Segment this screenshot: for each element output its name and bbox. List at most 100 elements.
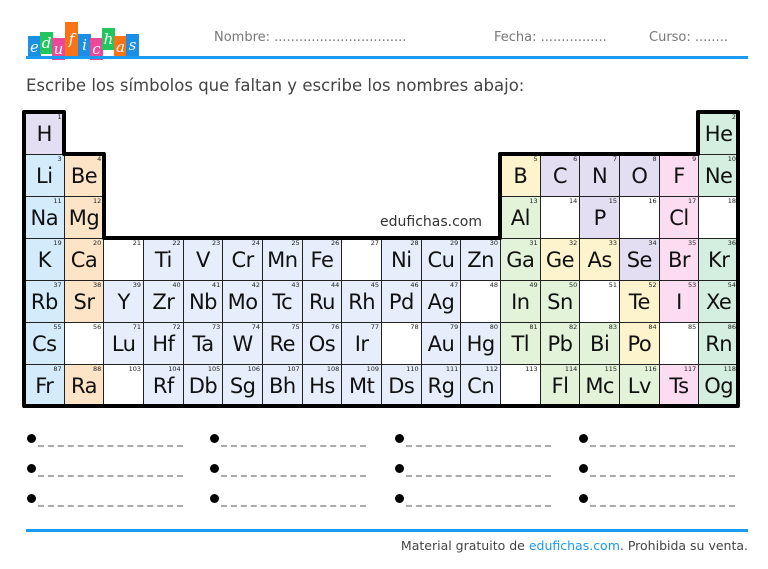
atomic-number: 107	[287, 365, 300, 373]
element-cell: 4 Be	[63, 154, 105, 197]
bullet-icon	[210, 464, 219, 473]
element-cell: 108 Hs	[301, 364, 343, 407]
element-symbol: Cl	[669, 206, 689, 230]
atomic-number: 36	[727, 239, 736, 247]
answer-line[interactable]	[579, 464, 735, 477]
atomic-number: 14	[569, 197, 578, 205]
answer-line[interactable]	[395, 464, 551, 477]
atomic-number: 30	[489, 239, 498, 247]
answer-line[interactable]	[210, 464, 366, 477]
element-symbol: Ca	[70, 248, 98, 272]
dashed-line[interactable]	[590, 475, 735, 477]
element-symbol: Au	[427, 332, 455, 356]
logo-letter: i	[78, 34, 91, 56]
element-symbol: Fr	[35, 374, 54, 398]
answer-line[interactable]	[27, 494, 183, 507]
answer-line[interactable]	[395, 434, 551, 447]
atomic-number: 3	[57, 155, 62, 163]
atomic-number: 10	[727, 155, 736, 163]
dashed-line[interactable]	[221, 445, 366, 447]
footer-link[interactable]: edufichas.com	[528, 538, 620, 553]
atomic-number: 25	[291, 239, 300, 247]
element-cell: 110 Ds	[381, 364, 422, 407]
answer-line[interactable]	[210, 434, 366, 447]
dashed-line[interactable]	[406, 475, 551, 477]
atomic-number: 115	[604, 365, 617, 373]
element-symbol: Ra	[70, 374, 97, 398]
fecha-field[interactable]: Fecha: ................	[494, 30, 607, 45]
element-cell: 37 Rb	[24, 280, 65, 323]
element-cell: 17 Cl	[658, 196, 700, 239]
element-cell: 19 K	[24, 238, 65, 281]
element-cell: 31 Ga	[500, 238, 541, 281]
atomic-number: 114	[564, 365, 578, 373]
element-symbol: Al	[510, 206, 531, 230]
element-symbol: C	[552, 164, 568, 188]
atomic-number: 37	[53, 281, 62, 289]
atomic-number: 21	[132, 239, 141, 247]
nombre-field[interactable]: Nombre: ................................	[214, 30, 407, 45]
dashed-line[interactable]	[38, 445, 183, 447]
element-symbol: Rf	[152, 374, 174, 398]
element-symbol: W	[232, 332, 254, 356]
blank-element-cell[interactable]: 113	[500, 364, 541, 407]
element-cell: 83 Bi	[579, 322, 620, 365]
answer-line[interactable]	[210, 494, 366, 507]
atomic-number: 73	[212, 323, 221, 331]
element-symbol: Pd	[388, 290, 414, 314]
blank-element-cell[interactable]: 14	[539, 196, 581, 239]
atomic-number: 116	[644, 365, 657, 373]
element-symbol: Mc	[585, 374, 614, 398]
instruction-text: Escribe los símbolos que faltan y escrib…	[26, 76, 525, 95]
element-cell: 20 Ca	[63, 238, 105, 281]
atomic-number: 29	[450, 239, 459, 247]
atomic-number: 77	[370, 323, 379, 331]
dashed-line[interactable]	[221, 505, 366, 507]
atomic-number: 18	[727, 197, 736, 205]
atomic-number: 4	[97, 155, 102, 163]
dashed-line[interactable]	[38, 505, 183, 507]
atomic-number: 42	[251, 281, 260, 289]
dashed-line[interactable]	[406, 505, 551, 507]
bullet-icon	[27, 494, 36, 503]
dashed-line[interactable]	[590, 505, 735, 507]
logo-letter: d	[40, 32, 53, 54]
atomic-number: 47	[450, 281, 459, 289]
answer-line[interactable]	[27, 434, 183, 447]
atomic-number: 85	[688, 323, 697, 331]
answer-line[interactable]	[395, 494, 551, 507]
logo-letter: u	[52, 38, 65, 60]
blank-element-cell[interactable]: 18	[698, 196, 739, 239]
element-symbol: Ti	[154, 248, 173, 272]
atomic-number: 1	[57, 113, 62, 121]
dashed-line[interactable]	[590, 445, 735, 447]
element-cell: 12 Mg	[63, 196, 105, 239]
atomic-number: 38	[93, 281, 102, 289]
element-symbol: Fl	[551, 374, 569, 398]
answer-line[interactable]	[27, 464, 183, 477]
atomic-number: 79	[450, 323, 459, 331]
answer-line[interactable]	[579, 494, 735, 507]
element-cell: 109 Mt	[341, 364, 382, 407]
dashed-line[interactable]	[221, 475, 366, 477]
curso-field[interactable]: Curso: ........	[649, 30, 728, 45]
answer-line[interactable]	[579, 434, 735, 447]
element-symbol: Ir	[354, 332, 369, 356]
element-symbol: Br	[667, 248, 691, 272]
dashed-line[interactable]	[38, 475, 183, 477]
element-symbol: Hg	[466, 332, 496, 356]
element-symbol: Cn	[467, 374, 495, 398]
atomic-number: 53	[688, 281, 697, 289]
element-symbol: Mg	[68, 206, 100, 230]
dashed-line[interactable]	[406, 445, 551, 447]
element-cell: 11 Na	[24, 196, 65, 239]
atomic-number: 49	[529, 281, 538, 289]
blank-element-cell[interactable]: 16	[619, 196, 660, 239]
element-symbol: Ge	[545, 248, 575, 272]
element-symbol: In	[511, 290, 530, 314]
element-symbol: Rb	[30, 290, 58, 314]
atomic-number: 40	[172, 281, 181, 289]
bullet-icon	[395, 464, 404, 473]
